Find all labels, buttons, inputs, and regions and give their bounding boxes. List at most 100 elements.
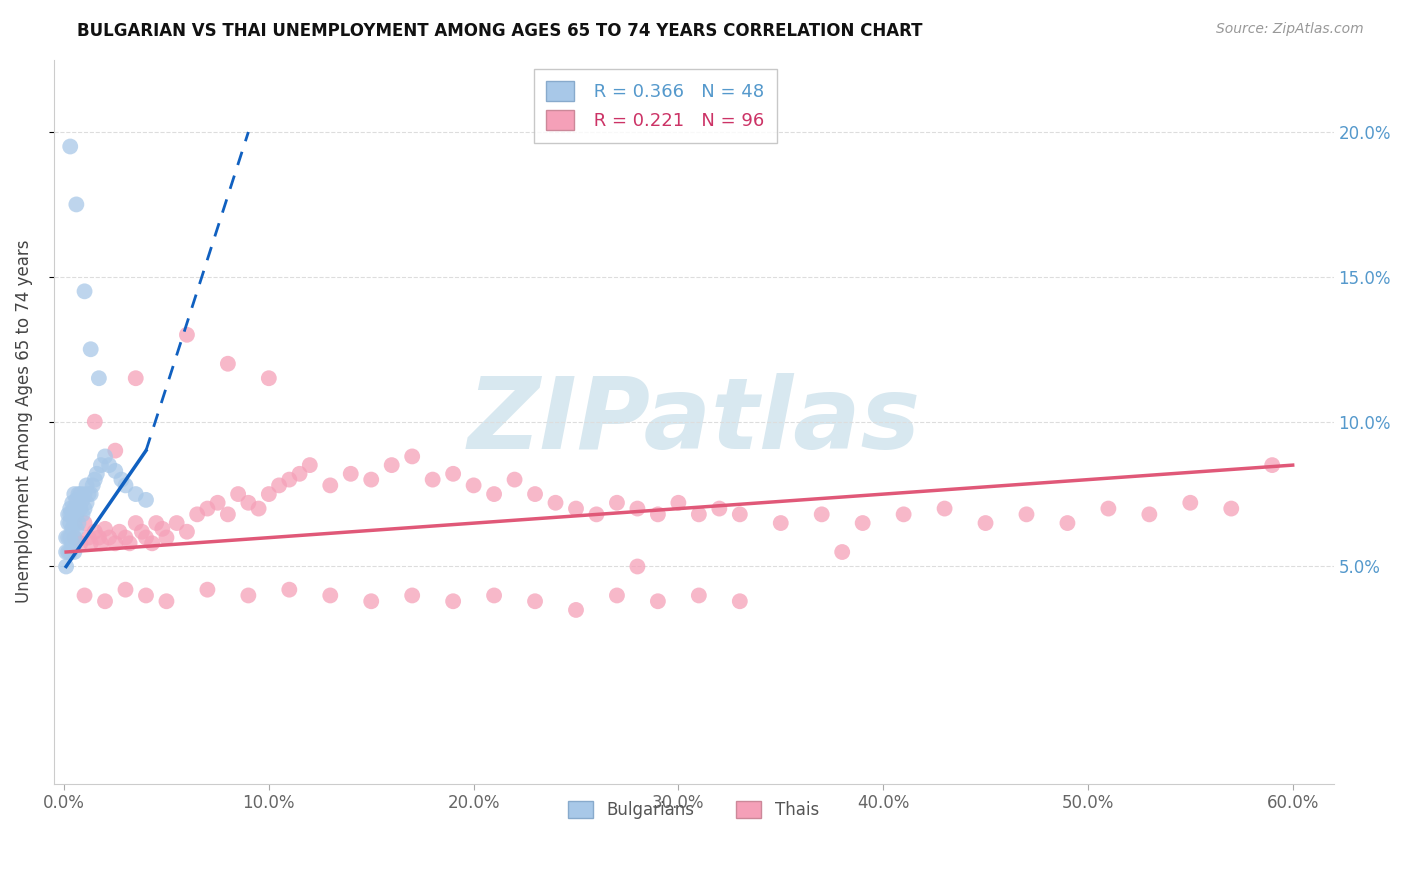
Point — [83, 524, 105, 539]
Point — [186, 508, 208, 522]
Point — [94, 522, 117, 536]
Point — [104, 464, 127, 478]
Point — [80, 343, 103, 357]
Point — [176, 524, 198, 539]
Point — [606, 589, 628, 603]
Point — [118, 536, 141, 550]
Point — [63, 531, 86, 545]
Point — [55, 559, 77, 574]
Point — [63, 501, 86, 516]
Point — [65, 508, 87, 522]
Point — [76, 496, 98, 510]
Point — [176, 327, 198, 342]
Point — [197, 501, 219, 516]
Point — [360, 594, 382, 608]
Point — [441, 467, 464, 481]
Point — [278, 473, 301, 487]
Point — [94, 594, 117, 608]
Point — [257, 487, 280, 501]
Point — [87, 371, 110, 385]
Point — [974, 516, 997, 530]
Point — [934, 501, 956, 516]
Point — [73, 501, 96, 516]
Point — [114, 531, 136, 545]
Point — [114, 582, 136, 597]
Point — [63, 516, 86, 530]
Point — [86, 467, 108, 481]
Point — [69, 487, 91, 501]
Point — [626, 501, 648, 516]
Point — [55, 545, 77, 559]
Point — [728, 594, 751, 608]
Point — [893, 508, 915, 522]
Point — [135, 492, 157, 507]
Point — [688, 589, 710, 603]
Point — [63, 531, 86, 545]
Point — [80, 487, 103, 501]
Point — [585, 508, 607, 522]
Point — [831, 545, 853, 559]
Point — [125, 516, 148, 530]
Text: BULGARIAN VS THAI UNEMPLOYMENT AMONG AGES 65 TO 74 YEARS CORRELATION CHART: BULGARIAN VS THAI UNEMPLOYMENT AMONG AGE… — [77, 22, 922, 40]
Point — [197, 582, 219, 597]
Point — [82, 478, 104, 492]
Point — [339, 467, 361, 481]
Point — [69, 501, 91, 516]
Point — [125, 487, 148, 501]
Point — [145, 516, 167, 530]
Point — [56, 516, 79, 530]
Point — [422, 473, 444, 487]
Point — [1261, 458, 1284, 472]
Point — [65, 197, 87, 211]
Point — [544, 496, 567, 510]
Point — [77, 487, 100, 501]
Point — [80, 536, 103, 550]
Point — [441, 594, 464, 608]
Point — [69, 536, 91, 550]
Point — [565, 501, 588, 516]
Point — [1056, 516, 1078, 530]
Point — [482, 589, 505, 603]
Point — [135, 531, 157, 545]
Point — [59, 545, 82, 559]
Point — [59, 508, 82, 522]
Point — [60, 536, 83, 550]
Point — [60, 508, 83, 522]
Point — [73, 589, 96, 603]
Point — [59, 531, 82, 545]
Point — [60, 522, 83, 536]
Point — [278, 582, 301, 597]
Point — [90, 458, 112, 472]
Point — [217, 357, 239, 371]
Point — [73, 516, 96, 530]
Point — [63, 545, 86, 559]
Point — [166, 516, 188, 530]
Point — [94, 450, 117, 464]
Point — [647, 594, 669, 608]
Point — [90, 536, 112, 550]
Point — [810, 508, 832, 522]
Point — [463, 478, 485, 492]
Point — [59, 139, 82, 153]
Point — [226, 487, 249, 501]
Point — [83, 415, 105, 429]
Point — [59, 501, 82, 516]
Point — [150, 522, 173, 536]
Point — [401, 450, 423, 464]
Point — [238, 589, 260, 603]
Point — [65, 522, 87, 536]
Point — [524, 594, 547, 608]
Point — [110, 473, 132, 487]
Point — [769, 516, 792, 530]
Point — [247, 501, 270, 516]
Point — [709, 501, 731, 516]
Y-axis label: Unemployment Among Ages 65 to 74 years: Unemployment Among Ages 65 to 74 years — [15, 240, 32, 603]
Point — [257, 371, 280, 385]
Point — [319, 589, 342, 603]
Point — [155, 594, 177, 608]
Point — [67, 516, 90, 530]
Point — [73, 285, 96, 299]
Point — [1180, 496, 1202, 510]
Point — [1220, 501, 1243, 516]
Point — [72, 508, 94, 522]
